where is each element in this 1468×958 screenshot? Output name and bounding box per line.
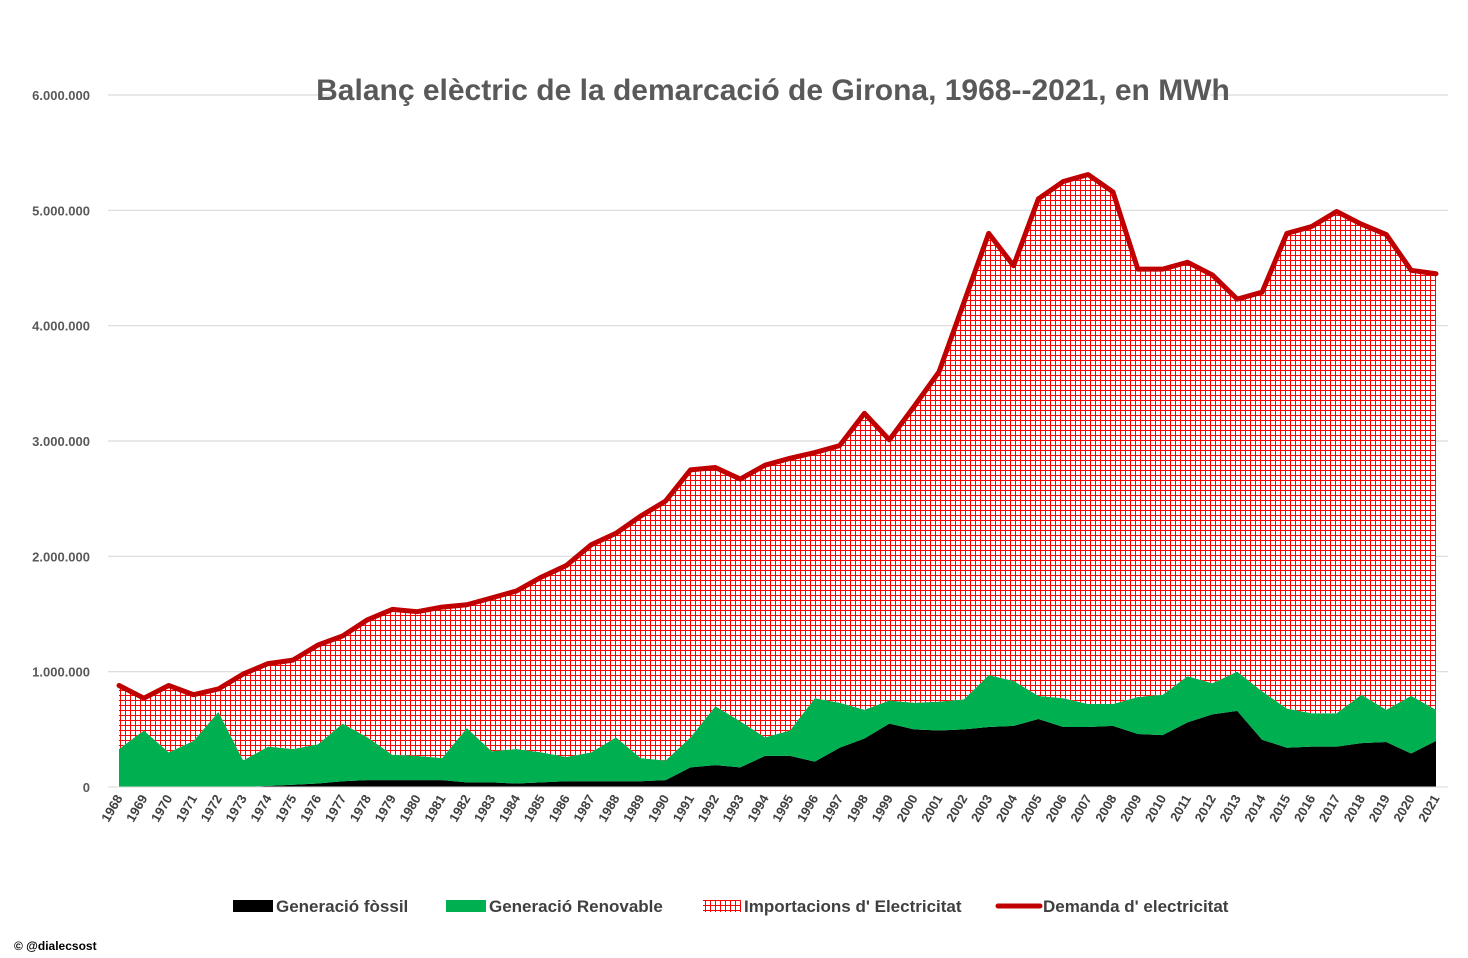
legend-item: Generació fòssil (233, 897, 408, 916)
x-tick-label: 1991 (670, 792, 697, 825)
x-tick-label: 2016 (1291, 792, 1318, 825)
area-generacio-renovable (119, 671, 1436, 787)
area-importacions-d-electricitat (119, 174, 1436, 761)
chart-title: Balanç elèctric de la demarcació de Giro… (316, 74, 1230, 107)
x-tick-label: 1996 (794, 792, 821, 825)
x-tick-label: 1981 (421, 792, 448, 825)
plot-areas (119, 174, 1436, 787)
legend-label: Demanda d' electricitat (1043, 897, 1229, 916)
x-tick-label: 2013 (1216, 792, 1243, 825)
x-tick-label: 2007 (1067, 792, 1094, 825)
x-tick-label: 2001 (918, 792, 945, 825)
x-tick-label: 2017 (1316, 792, 1343, 825)
line-demanda (116, 172, 1439, 701)
x-tick-label: 1974 (247, 791, 275, 824)
x-tick-label: 1988 (595, 792, 622, 825)
y-tick-label: 2.000.000 (32, 549, 90, 564)
x-tick-label: 1985 (521, 792, 548, 825)
x-tick-label: 1984 (496, 791, 524, 824)
x-tick-label: 1972 (198, 792, 225, 825)
x-tick-label: 2018 (1341, 792, 1368, 825)
x-tick-label: 1973 (222, 792, 249, 825)
x-tick-label: 1992 (695, 792, 722, 825)
x-tick-label: 2015 (1266, 792, 1293, 825)
legend-item: Importacions d' Electricitat (703, 897, 962, 916)
x-axis-tick-labels: 1968196919701971197219731974197519761977… (98, 791, 1442, 824)
x-tick-label: 1977 (322, 792, 349, 825)
x-tick-label: 1986 (545, 792, 572, 825)
x-tick-label: 2020 (1390, 792, 1417, 825)
x-tick-label: 2010 (1142, 792, 1169, 825)
legend: Generació fòssil Generació Renovable Impor… (233, 897, 1229, 916)
x-tick-label: 1987 (570, 792, 597, 825)
x-tick-label: 1995 (769, 792, 796, 825)
y-axis-tick-labels: 0 1.000.000 2.000.000 3.000.000 4.000.000 5.0… (32, 88, 90, 795)
x-tick-label: 2019 (1365, 792, 1392, 825)
legend-item: Demanda d' electricitat (995, 897, 1229, 916)
y-tick-label: 4.000.000 (32, 319, 90, 334)
y-tick-label: 3.000.000 (32, 434, 90, 449)
x-tick-label: 2003 (968, 792, 995, 825)
x-tick-label: 2004 (993, 791, 1021, 824)
legend-label: Importacions d' Electricitat (744, 897, 962, 916)
legend-swatch (446, 900, 486, 912)
x-tick-label: 1978 (347, 792, 374, 825)
x-tick-label: 1989 (620, 792, 647, 825)
legend-swatch (233, 900, 273, 912)
x-tick-label: 2005 (1018, 792, 1045, 825)
x-tick-label: 1994 (744, 791, 772, 824)
x-tick-label: 1971 (173, 792, 200, 825)
y-tick-label: 0 (83, 780, 90, 795)
x-tick-label: 1968 (98, 792, 125, 825)
y-tick-label: 1.000.000 (32, 665, 90, 680)
x-tick-label: 2000 (893, 792, 920, 825)
area-generacio-fossil (119, 710, 1436, 787)
x-tick-label: 1983 (471, 792, 498, 825)
x-tick-label: 1982 (446, 792, 473, 825)
x-tick-label: 1979 (371, 792, 398, 825)
x-tick-label: 2021 (1415, 792, 1442, 825)
x-tick-label: 2006 (1042, 792, 1069, 825)
legend-item: Generació Renovable (446, 897, 663, 916)
x-tick-label: 1969 (123, 792, 150, 825)
x-tick-label: 2002 (943, 792, 970, 825)
x-tick-label: 2009 (1117, 792, 1144, 825)
x-tick-label: 2008 (1092, 792, 1119, 825)
title-background (330, 70, 1210, 114)
x-tick-label: 2012 (1192, 792, 1219, 825)
x-tick-label: 1999 (868, 792, 895, 825)
legend-label: Generació fòssil (276, 897, 408, 916)
y-tick-label: 6.000.000 (32, 88, 90, 103)
legend-label: Generació Renovable (489, 897, 663, 916)
x-tick-label: 1980 (396, 792, 423, 825)
x-tick-label: 1997 (819, 792, 846, 825)
legend-swatch (703, 900, 741, 912)
x-tick-label: 1998 (844, 792, 871, 825)
credit-text: © @dialecsost (14, 939, 97, 953)
y-tick-label: 5.000.000 (32, 203, 90, 218)
x-tick-label: 2014 (1241, 791, 1269, 824)
x-tick-label: 2011 (1167, 792, 1194, 824)
x-tick-label: 1976 (297, 792, 324, 825)
x-tick-label: 1990 (645, 792, 672, 825)
x-tick-label: 1970 (148, 792, 175, 825)
x-tick-label: 1993 (719, 792, 746, 825)
x-tick-label: 1975 (272, 792, 299, 825)
plot-lines (116, 172, 1439, 701)
